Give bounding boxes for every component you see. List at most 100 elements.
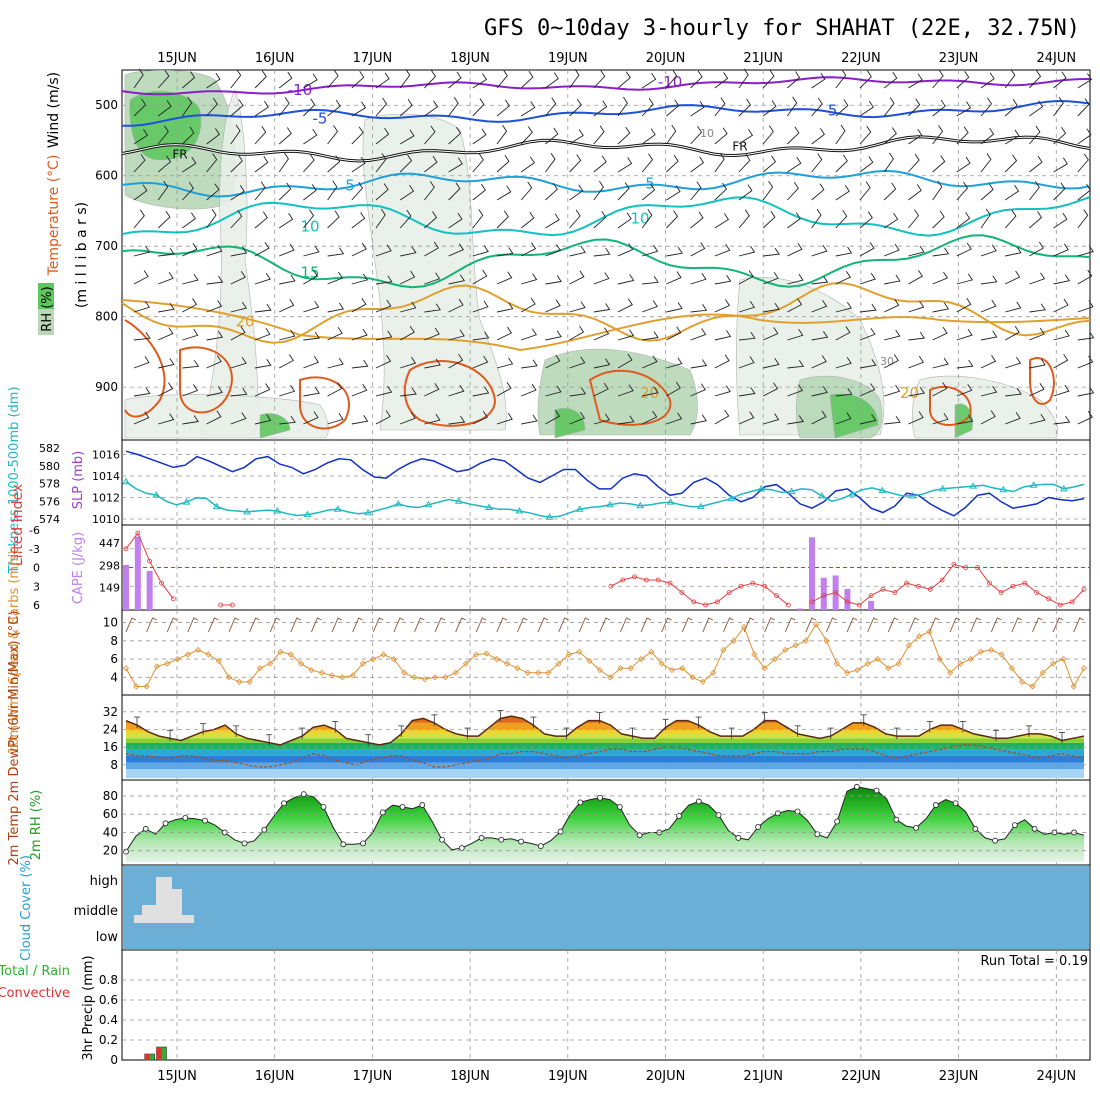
wind-barb <box>278 213 294 229</box>
wind-barb <box>956 297 972 313</box>
wind-barb <box>1004 325 1020 341</box>
wind-barb <box>641 98 654 117</box>
wind-barb <box>932 99 946 117</box>
rh-point <box>676 813 682 819</box>
wind-barb <box>279 243 295 257</box>
wind-barb <box>666 271 682 285</box>
wind-barb <box>1077 98 1090 117</box>
wind-barb <box>206 275 224 285</box>
wind-barb <box>472 245 489 257</box>
wind-barb <box>399 99 413 117</box>
wind-barb <box>351 242 367 257</box>
lifted-index-point <box>821 593 827 599</box>
wind-barb <box>932 180 943 201</box>
wind-barb <box>1053 157 1068 173</box>
precip-tick-label: 0.8 <box>99 973 118 987</box>
wind-barb <box>949 617 961 633</box>
wind-barb <box>738 356 755 369</box>
wind-barb <box>1077 410 1093 425</box>
wind-barb <box>738 245 756 257</box>
temp-axis-title: 2m Temp 2m DewPt (6hr Min/Max) (°C) <box>7 611 22 866</box>
temperature-contour <box>121 234 1091 289</box>
wind-speed-point <box>370 655 377 663</box>
wind-barb <box>763 272 779 285</box>
wind-barb <box>545 97 557 117</box>
wind-speed-point <box>679 665 686 672</box>
wind-barb <box>146 617 157 633</box>
wind-barb <box>835 210 848 229</box>
wind-barb <box>690 328 707 341</box>
wind-speed-point <box>988 646 995 654</box>
wind-barb <box>133 184 148 201</box>
wind-barb <box>327 155 341 173</box>
wind-barb <box>578 617 590 633</box>
wind-barb <box>642 300 658 313</box>
date-label-bottom: 21JUN <box>743 1069 783 1084</box>
wind-barb <box>956 242 972 257</box>
wind-barb <box>593 358 611 369</box>
wind-barb <box>545 354 561 369</box>
wind-barb <box>1005 412 1021 425</box>
wind-barb <box>133 154 146 173</box>
wind-barb <box>787 298 803 313</box>
slp-tick-label: 1010 <box>92 513 120 526</box>
wind-barb <box>835 270 851 285</box>
warm-contour <box>179 346 233 414</box>
wind-barb <box>254 414 272 425</box>
wind-barb <box>811 330 829 341</box>
precip-tick-label: 0.6 <box>99 993 118 1007</box>
precip-legend-convective: Convective <box>0 986 70 1001</box>
wind-barb <box>521 359 538 369</box>
rh-contour-area <box>829 393 879 439</box>
rh-point <box>616 804 623 810</box>
wind-barb <box>569 411 586 425</box>
wind-barb <box>593 155 607 173</box>
wind-barb <box>787 212 801 229</box>
wind-barb <box>641 208 653 229</box>
wind-barb <box>690 304 708 313</box>
wind-barb <box>375 410 391 425</box>
wind-barb <box>738 209 750 229</box>
cape-bar <box>797 608 804 610</box>
wind-barb <box>714 354 730 369</box>
wind-barb <box>990 617 1002 633</box>
wind-barb <box>133 411 150 425</box>
cape-bar <box>123 565 129 610</box>
wind-barb <box>375 299 392 313</box>
wind-barb <box>787 415 804 425</box>
wind-barb <box>537 617 549 633</box>
wind-barb <box>762 100 777 117</box>
date-label-bottom: 15JUN <box>157 1069 197 1084</box>
wind-barb <box>1077 183 1092 201</box>
wind-barb <box>884 274 901 285</box>
wind-barb <box>472 153 484 173</box>
y-tick-label: 800 <box>95 310 118 324</box>
wind-label: Wind (m/s) <box>46 72 62 148</box>
wind-barb <box>1029 413 1046 425</box>
temperature-contour-label: -5 <box>313 109 328 127</box>
wind-barb <box>617 157 633 173</box>
wind-barb <box>1029 70 1042 89</box>
wind-barb <box>617 71 631 89</box>
wind-barb <box>787 384 804 397</box>
wind-barb <box>738 301 756 313</box>
wind-barb <box>908 356 924 369</box>
wind-barb <box>690 383 706 397</box>
wind-barb <box>859 70 872 89</box>
wind-barb <box>496 247 514 257</box>
wind-barb <box>690 414 708 425</box>
wind-barb <box>230 412 247 425</box>
slp-axis-title: SLP (mb) <box>71 451 86 510</box>
wind-barb <box>133 356 150 369</box>
rh-point <box>162 820 169 827</box>
wind-barb <box>1053 415 1071 425</box>
wind-barb <box>279 416 296 425</box>
wind-barb <box>303 209 315 229</box>
wind-speed-point <box>792 642 799 649</box>
wind-barb <box>714 97 726 117</box>
lifted-index-point <box>632 574 637 580</box>
wind-barb <box>158 302 175 313</box>
wind-barb <box>1052 617 1064 633</box>
temperature-contour-label: 10 <box>630 210 649 228</box>
